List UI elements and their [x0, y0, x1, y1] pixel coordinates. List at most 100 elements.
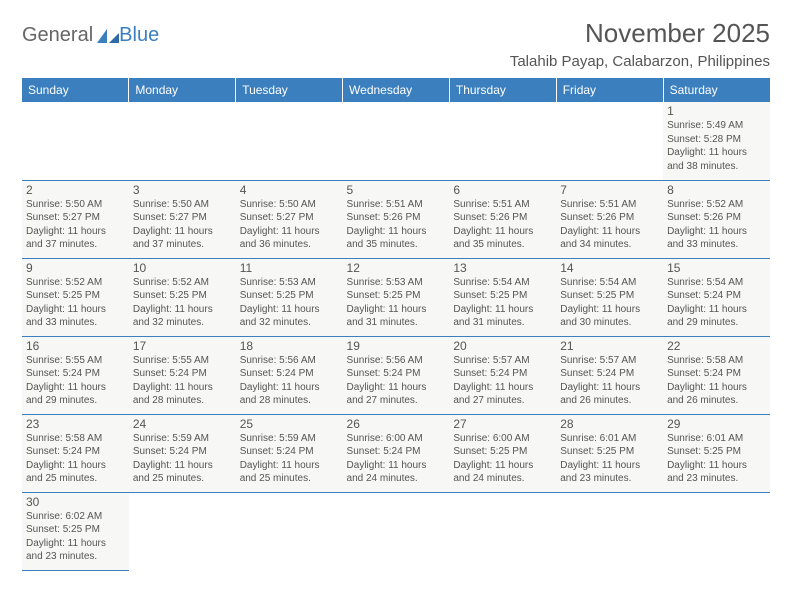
location: Talahib Payap, Calabarzon, Philippines: [510, 53, 770, 70]
calendar-week: 9Sunrise: 5:52 AMSunset: 5:25 PMDaylight…: [22, 258, 770, 336]
day-info: Sunrise: 5:54 AMSunset: 5:25 PMDaylight:…: [560, 276, 659, 330]
calendar-day: 24Sunrise: 5:59 AMSunset: 5:24 PMDayligh…: [129, 414, 236, 492]
calendar-empty: [236, 492, 343, 570]
calendar-empty: [556, 102, 663, 180]
day-info: Sunrise: 6:02 AMSunset: 5:25 PMDaylight:…: [26, 510, 125, 564]
day-info: Sunrise: 5:55 AMSunset: 5:24 PMDaylight:…: [133, 354, 232, 408]
day-number: 17: [133, 339, 232, 353]
calendar-day: 26Sunrise: 6:00 AMSunset: 5:24 PMDayligh…: [343, 414, 450, 492]
day-number: 20: [453, 339, 552, 353]
calendar-day: 19Sunrise: 5:56 AMSunset: 5:24 PMDayligh…: [343, 336, 450, 414]
calendar-day: 23Sunrise: 5:58 AMSunset: 5:24 PMDayligh…: [22, 414, 129, 492]
day-info: Sunrise: 5:55 AMSunset: 5:24 PMDaylight:…: [26, 354, 125, 408]
day-info: Sunrise: 5:51 AMSunset: 5:26 PMDaylight:…: [560, 198, 659, 252]
day-number: 30: [26, 495, 125, 509]
calendar-empty: [449, 102, 556, 180]
day-info: Sunrise: 6:00 AMSunset: 5:25 PMDaylight:…: [453, 432, 552, 486]
day-number: 25: [240, 417, 339, 431]
weekday-row: SundayMondayTuesdayWednesdayThursdayFrid…: [22, 78, 770, 102]
day-info: Sunrise: 6:01 AMSunset: 5:25 PMDaylight:…: [560, 432, 659, 486]
calendar-week: 23Sunrise: 5:58 AMSunset: 5:24 PMDayligh…: [22, 414, 770, 492]
header: General Blue November 2025 Talahib Payap…: [22, 18, 770, 70]
calendar-day: 2Sunrise: 5:50 AMSunset: 5:27 PMDaylight…: [22, 180, 129, 258]
calendar-day: 5Sunrise: 5:51 AMSunset: 5:26 PMDaylight…: [343, 180, 450, 258]
calendar-day: 8Sunrise: 5:52 AMSunset: 5:26 PMDaylight…: [663, 180, 770, 258]
calendar-day: 14Sunrise: 5:54 AMSunset: 5:25 PMDayligh…: [556, 258, 663, 336]
calendar-day: 21Sunrise: 5:57 AMSunset: 5:24 PMDayligh…: [556, 336, 663, 414]
calendar-empty: [129, 102, 236, 180]
day-number: 27: [453, 417, 552, 431]
calendar-week: 2 Sunrise: 5:50 AMSunset: 5:27 PMDaylight…: [22, 180, 770, 258]
day-info: Sunrise: 5:57 AMSunset: 5:24 PMDaylight:…: [453, 354, 552, 408]
day-number: 19: [347, 339, 446, 353]
day-number: 16: [26, 339, 125, 353]
calendar-day: 13Sunrise: 5:54 AMSunset: 5:25 PMDayligh…: [449, 258, 556, 336]
calendar-day: 3Sunrise: 5:50 AMSunset: 5:27 PMDaylight…: [129, 180, 236, 258]
day-info: Sunrise: 5:52 AMSunset: 5:25 PMDaylight:…: [26, 276, 125, 330]
calendar-day: 18Sunrise: 5:56 AMSunset: 5:24 PMDayligh…: [236, 336, 343, 414]
day-number: 28: [560, 417, 659, 431]
day-number: 8: [667, 183, 766, 197]
day-number: 26: [347, 417, 446, 431]
day-number: 10: [133, 261, 232, 275]
weekday-header: Monday: [129, 78, 236, 102]
calendar-week: 16Sunrise: 5:55 AMSunset: 5:24 PMDayligh…: [22, 336, 770, 414]
day-number: 18: [240, 339, 339, 353]
page-title: November 2025: [510, 18, 770, 49]
calendar-week: 30Sunrise: 6:02 AMSunset: 5:25 PMDayligh…: [22, 492, 770, 570]
calendar-empty: [343, 102, 450, 180]
weekday-header: Sunday: [22, 78, 129, 102]
calendar-day: 12Sunrise: 5:53 AMSunset: 5:25 PMDayligh…: [343, 258, 450, 336]
calendar-day: 16Sunrise: 5:55 AMSunset: 5:24 PMDayligh…: [22, 336, 129, 414]
day-number: 29: [667, 417, 766, 431]
day-number: 2: [26, 183, 125, 197]
title-block: November 2025 Talahib Payap, Calabarzon,…: [510, 18, 770, 70]
weekday-header: Saturday: [663, 78, 770, 102]
calendar-day: 25Sunrise: 5:59 AMSunset: 5:24 PMDayligh…: [236, 414, 343, 492]
day-info: Sunrise: 5:58 AMSunset: 5:24 PMDaylight:…: [26, 432, 125, 486]
day-info: Sunrise: 5:49 AMSunset: 5:28 PMDaylight:…: [667, 119, 766, 173]
day-info: Sunrise: 6:01 AMSunset: 5:25 PMDaylight:…: [667, 432, 766, 486]
calendar-day: 7Sunrise: 5:51 AMSunset: 5:26 PMDaylight…: [556, 180, 663, 258]
day-info: Sunrise: 5:58 AMSunset: 5:24 PMDaylight:…: [667, 354, 766, 408]
calendar-head: SundayMondayTuesdayWednesdayThursdayFrid…: [22, 78, 770, 102]
calendar-day: 10Sunrise: 5:52 AMSunset: 5:25 PMDayligh…: [129, 258, 236, 336]
day-info: Sunrise: 5:51 AMSunset: 5:26 PMDaylight:…: [347, 198, 446, 252]
weekday-header: Thursday: [449, 78, 556, 102]
day-info: Sunrise: 5:59 AMSunset: 5:24 PMDaylight:…: [240, 432, 339, 486]
day-number: 6: [453, 183, 552, 197]
day-info: Sunrise: 6:00 AMSunset: 5:24 PMDaylight:…: [347, 432, 446, 486]
calendar-day: 15Sunrise: 5:54 AMSunset: 5:24 PMDayligh…: [663, 258, 770, 336]
calendar-empty: [236, 102, 343, 180]
day-number: 13: [453, 261, 552, 275]
calendar-body: 1Sunrise: 5:49 AMSunset: 5:28 PMDaylight…: [22, 102, 770, 570]
logo-text-1: General: [22, 24, 93, 47]
calendar-day: 17Sunrise: 5:55 AMSunset: 5:24 PMDayligh…: [129, 336, 236, 414]
day-number: 24: [133, 417, 232, 431]
day-number: 15: [667, 261, 766, 275]
day-info: Sunrise: 5:50 AMSunset: 5:27 PMDaylight:…: [240, 198, 339, 252]
day-info: Sunrise: 5:52 AMSunset: 5:25 PMDaylight:…: [133, 276, 232, 330]
day-number: 7: [560, 183, 659, 197]
calendar-empty: [556, 492, 663, 570]
calendar-day: 20Sunrise: 5:57 AMSunset: 5:24 PMDayligh…: [449, 336, 556, 414]
day-info: Sunrise: 5:50 AMSunset: 5:27 PMDaylight:…: [133, 198, 232, 252]
calendar-empty: [343, 492, 450, 570]
day-info: Sunrise: 5:59 AMSunset: 5:24 PMDaylight:…: [133, 432, 232, 486]
calendar-day: 1Sunrise: 5:49 AMSunset: 5:28 PMDaylight…: [663, 102, 770, 180]
sail-icon: [95, 27, 121, 45]
calendar-week: 1Sunrise: 5:49 AMSunset: 5:28 PMDaylight…: [22, 102, 770, 180]
weekday-header: Tuesday: [236, 78, 343, 102]
day-info: Sunrise: 5:56 AMSunset: 5:24 PMDaylight:…: [347, 354, 446, 408]
calendar-day: 9Sunrise: 5:52 AMSunset: 5:25 PMDaylight…: [22, 258, 129, 336]
day-number: 14: [560, 261, 659, 275]
day-number: 1: [667, 104, 766, 118]
day-info: Sunrise: 5:53 AMSunset: 5:25 PMDaylight:…: [240, 276, 339, 330]
calendar-day: 6Sunrise: 5:51 AMSunset: 5:26 PMDaylight…: [449, 180, 556, 258]
calendar-empty: [22, 102, 129, 180]
calendar-day: 11Sunrise: 5:53 AMSunset: 5:25 PMDayligh…: [236, 258, 343, 336]
weekday-header: Friday: [556, 78, 663, 102]
day-number: 9: [26, 261, 125, 275]
calendar-day: 4Sunrise: 5:50 AMSunset: 5:27 PMDaylight…: [236, 180, 343, 258]
logo-text-2: Blue: [119, 24, 159, 47]
